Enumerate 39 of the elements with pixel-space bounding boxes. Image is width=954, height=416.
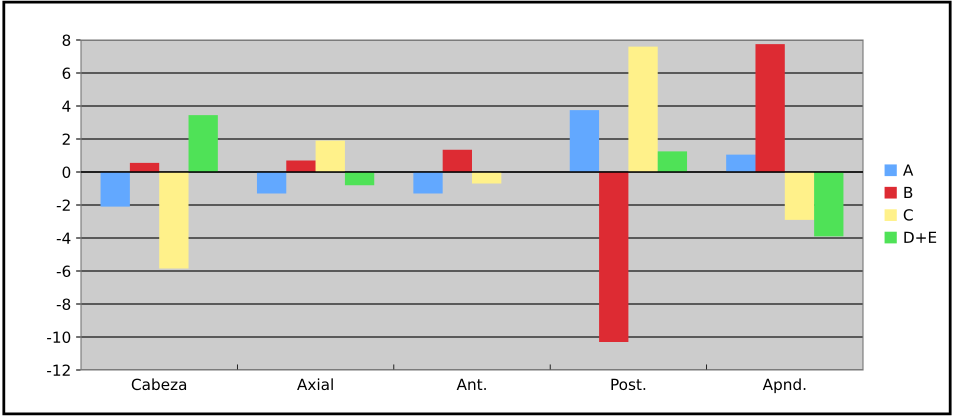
bar xyxy=(130,162,160,172)
bar xyxy=(159,172,189,269)
bar xyxy=(344,172,374,186)
y-tick-label: -2 xyxy=(56,199,70,211)
y-tick-label: -6 xyxy=(56,265,70,278)
y-tick-label: -12 xyxy=(47,364,70,376)
bar xyxy=(814,172,844,236)
bar xyxy=(658,151,688,172)
x-tick-label: Apnd. xyxy=(762,378,806,394)
bar xyxy=(628,46,658,172)
legend-label: D+E xyxy=(904,232,936,243)
bar xyxy=(188,115,218,172)
y-tick-label: -10 xyxy=(47,331,70,344)
bar xyxy=(413,172,443,194)
bar xyxy=(100,172,130,207)
bar xyxy=(316,140,345,172)
bar xyxy=(784,172,814,220)
x-tick-label: Post. xyxy=(611,378,646,390)
bar xyxy=(755,44,785,172)
legend-label: C xyxy=(904,209,913,221)
y-tick-label: 4 xyxy=(62,100,70,112)
y-tick-label: 8 xyxy=(62,34,70,46)
y-tick-label: 6 xyxy=(62,67,70,80)
bar xyxy=(286,160,316,172)
bar xyxy=(442,150,472,172)
y-tick-label: -8 xyxy=(56,298,70,310)
x-tick-label: Ant. xyxy=(456,378,486,390)
bar xyxy=(726,154,756,172)
x-tick-label: Axial xyxy=(297,378,333,390)
x-tick-label: Cabeza xyxy=(132,378,186,390)
y-tick-label: 2 xyxy=(62,133,70,145)
bar xyxy=(599,172,628,342)
y-tick-label: -4 xyxy=(56,232,70,244)
bar xyxy=(570,110,600,172)
bar xyxy=(256,172,286,194)
bar xyxy=(472,172,502,184)
legend-label: B xyxy=(904,186,912,198)
legend-label: A xyxy=(903,164,914,176)
y-tick-label: 0 xyxy=(62,166,70,178)
